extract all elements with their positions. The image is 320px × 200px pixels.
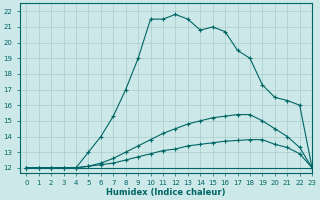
X-axis label: Humidex (Indice chaleur): Humidex (Indice chaleur) [106, 188, 226, 197]
